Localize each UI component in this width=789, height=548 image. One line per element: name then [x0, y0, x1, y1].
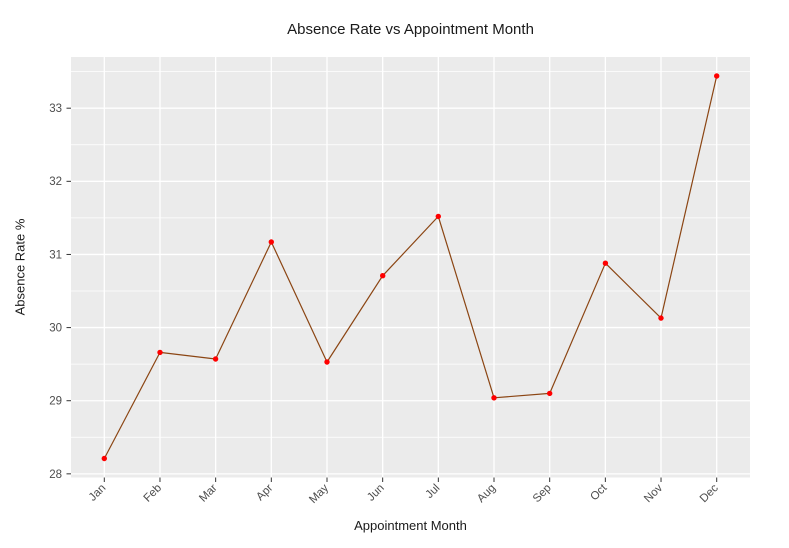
data-point-Apr: [268, 239, 274, 245]
y-tick-label: 29: [49, 396, 62, 408]
y-tick-label: 33: [49, 103, 62, 115]
chart-title: Absence Rate vs Appointment Month: [287, 21, 534, 38]
x-tick-label: May: [307, 482, 331, 506]
data-point-Feb: [157, 349, 163, 356]
data-point-Nov: [658, 315, 664, 321]
data-point-Sep: [547, 390, 553, 397]
data-point-Mar: [212, 356, 219, 362]
data-point-Jun: [380, 273, 386, 279]
x-tick-label: Feb: [142, 482, 165, 505]
data-line: [103, 75, 718, 459]
x-tick-label: Dec: [698, 482, 721, 505]
data-point-May: [324, 359, 330, 365]
data-point-Aug: [491, 395, 497, 401]
plot-panel: [71, 57, 750, 478]
x-tick-label: Jun: [365, 482, 387, 504]
y-tick-label: 30: [49, 322, 62, 334]
data-point-Jul: [435, 213, 441, 220]
data-point-Oct: [602, 260, 609, 266]
x-tick-label: Oct: [588, 482, 610, 504]
y-tick-label: 32: [49, 176, 62, 188]
data-point-Jan: [101, 455, 108, 462]
x-axis-title: Appointment Month: [354, 518, 467, 533]
y-tick-label: 31: [49, 249, 62, 261]
y-axis-title: Absence Rate %: [12, 218, 28, 316]
x-tick-label: Apr: [254, 482, 275, 503]
x-tick-label: Mar: [197, 482, 220, 505]
x-tick-label: Jan: [87, 482, 109, 504]
data-point-Dec: [714, 73, 720, 79]
y-tick-label: 28: [49, 469, 62, 481]
x-tick-label: Nov: [642, 482, 665, 505]
x-tick-label: Jul: [424, 482, 443, 501]
x-tick-label: Sep: [531, 482, 554, 505]
x-tick-label: Aug: [475, 482, 498, 505]
